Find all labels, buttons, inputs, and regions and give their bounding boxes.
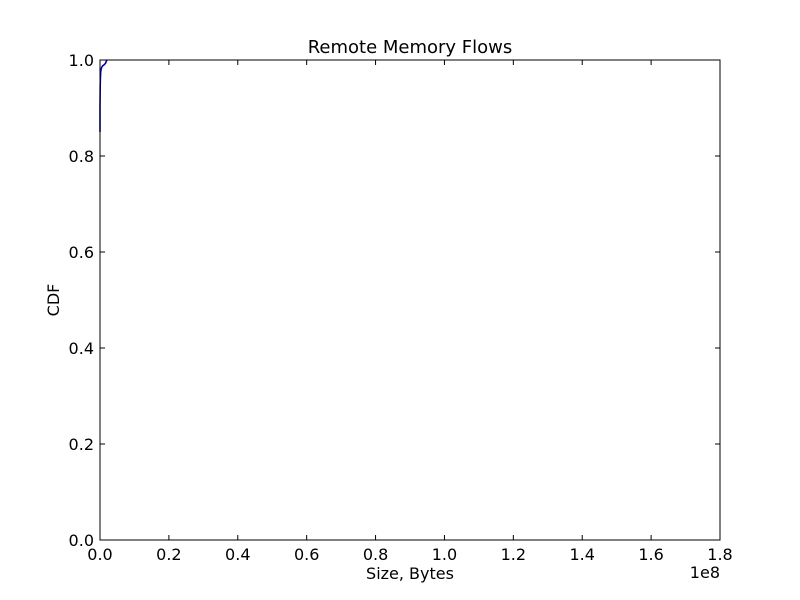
x-tick-label: 1.0	[432, 545, 457, 564]
y-tick-label: 0.8	[69, 147, 94, 166]
y-tick-label: 0.6	[69, 243, 94, 262]
x-tick-label: 0.6	[294, 545, 319, 564]
x-tick-label: 1.2	[501, 545, 526, 564]
x-tick-label: 0.0	[87, 545, 112, 564]
y-tick-label: 0.2	[69, 435, 94, 454]
x-tick-label: 0.2	[156, 545, 181, 564]
x-tick-label: 1.6	[638, 545, 663, 564]
y-axis-label: CDF	[44, 284, 63, 317]
plot-frame	[99, 59, 721, 541]
x-axis-offset-label: 1e8	[690, 563, 720, 582]
y-tick-label: 0.0	[69, 531, 94, 550]
x-axis-label: Size, Bytes	[366, 564, 454, 583]
x-tick-label: 0.4	[225, 545, 250, 564]
x-tick-label: 1.8	[707, 545, 732, 564]
y-tick-label: 1.0	[69, 51, 94, 70]
chart-title: Remote Memory Flows	[308, 37, 513, 58]
y-axis-ticks: 0.0 0.2 0.4 0.6 0.8 1.0	[69, 51, 720, 550]
y-tick-label: 0.4	[69, 339, 94, 358]
x-tick-label: 0.8	[363, 545, 388, 564]
x-axis-ticks: 0.0 0.2 0.4 0.6 0.8 1.0 1.2 1.4 1.6 1.8	[87, 60, 733, 564]
x-tick-label: 1.4	[569, 545, 594, 564]
